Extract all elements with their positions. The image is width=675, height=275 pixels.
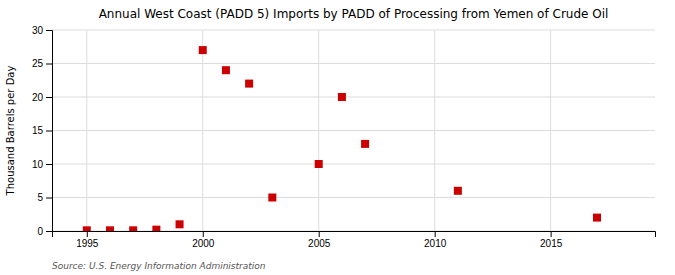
y-tick-label: 0 [37,226,43,237]
y-tick: 25 [32,58,52,69]
x-tick-label: 2010 [424,238,447,249]
point [222,66,230,74]
x-axis-line [53,232,656,238]
x-axis: 1995 2000 2005 2010 2015 [53,231,656,249]
plot: 1995 2000 2005 2010 2015 0 5 10 15 20 25 30 [32,25,656,249]
y-tick-mark [46,198,52,199]
point [338,93,346,101]
y-tick-label: 10 [32,159,44,170]
x-tick-mark [551,231,552,237]
grid-line-x [550,30,551,231]
grid-line-x [202,30,203,231]
chart: 1995 2000 2005 2010 2015 0 5 10 15 20 25 30 Annual W… [0,0,675,275]
grid-line-y [52,97,655,98]
grid-line-x [86,30,87,231]
grid-line-y [52,197,655,198]
grid [52,30,655,231]
y-tick-label: 15 [32,125,44,136]
y-tick-label: 5 [37,192,43,203]
point [315,160,323,168]
y-tick: 10 [32,159,52,170]
y-axis-line [46,31,53,232]
y-tick-mark [46,131,52,132]
x-tick: 2010 [424,231,447,249]
grid-line-y [52,63,655,64]
y-tick-mark [46,30,52,31]
y-tick: 15 [32,125,52,136]
y-tick: 20 [32,92,52,103]
y-tick: 5 [37,192,52,203]
y-tick-mark [46,64,52,65]
x-tick-mark [319,231,320,237]
y-tick-label: 25 [32,58,44,69]
point [106,226,114,231]
x-tick: 2000 [192,231,215,249]
grid-line-y [52,130,655,131]
point [152,226,160,231]
y-tick-mark [46,97,52,98]
grid-line-x [318,30,319,231]
x-tick-label: 2000 [192,238,215,249]
x-tick-mark [435,231,436,237]
point [199,46,207,54]
grid-line-y [52,30,655,31]
title: Annual West Coast (PADD 5) Imports by PA… [99,7,609,21]
x-tick-mark [203,231,204,237]
x-tick-label: 2015 [540,238,563,249]
point [245,80,253,88]
x-tick-label: 1995 [76,238,99,249]
x-tick-mark [87,231,88,237]
point [176,220,184,228]
x-tick: 2005 [308,231,331,249]
y-tick-mark [46,164,52,165]
point [454,187,462,195]
point [83,226,91,231]
x-tick: 1995 [76,231,99,249]
point [361,140,369,148]
y-tick: 30 [32,25,52,36]
grid-line-y [52,164,655,165]
annotation: Source: U.S. Energy Information Administ… [52,261,266,271]
point [268,194,276,202]
point [593,214,601,222]
y-tick-label: 30 [32,25,44,36]
y-tick: 0 [37,226,52,237]
x-tick: 2015 [540,231,563,249]
y-axis-title: Thousand Barrels per Day [5,66,16,197]
y-axis: 0 5 10 15 20 25 30 [32,25,53,237]
y-tick-label: 20 [32,92,44,103]
point [129,226,137,231]
grid-line-x [434,30,435,231]
y-tick-mark [46,231,52,232]
x-tick-label: 2005 [308,238,331,249]
points [83,46,601,231]
